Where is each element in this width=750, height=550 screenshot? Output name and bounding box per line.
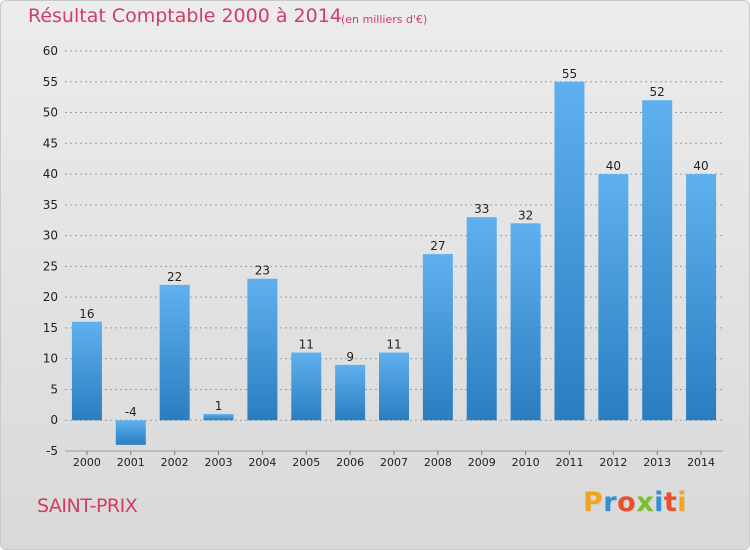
bar — [247, 278, 278, 421]
data-label: 40 — [693, 159, 708, 173]
y-tick-label: 40 — [43, 167, 58, 181]
bar — [71, 321, 102, 421]
data-label: 1 — [215, 399, 223, 413]
bar — [115, 420, 146, 445]
x-tick-label: 2008 — [424, 456, 452, 469]
data-label: 52 — [650, 85, 665, 99]
y-tick-label: 45 — [43, 136, 58, 150]
logo-letter: r — [603, 487, 618, 518]
data-label: 23 — [255, 264, 270, 278]
logo-letter: t — [663, 487, 678, 518]
data-label: 32 — [518, 208, 533, 222]
data-label: 27 — [430, 239, 445, 253]
x-tick-label: 2006 — [336, 456, 364, 469]
bar — [510, 223, 541, 421]
y-tick-label: 25 — [43, 259, 58, 273]
y-tick-label: 15 — [43, 321, 58, 335]
x-tick-label: 2000 — [73, 456, 101, 469]
bar — [686, 174, 717, 421]
y-tick-label: 20 — [43, 290, 58, 304]
proxiti-logo: Proxiti — [583, 487, 687, 518]
commune-name: SAINT-PRIX — [37, 495, 138, 517]
x-tick-label: 2014 — [687, 456, 715, 469]
x-tick-label: 2007 — [380, 456, 408, 469]
x-tick-label: 2010 — [512, 456, 540, 469]
x-tick-label: 2013 — [643, 456, 671, 469]
chart-title: Résultat Comptable 2000 à 2014 — [28, 5, 342, 27]
chart-unit-label: (en milliers d'€) — [341, 13, 428, 26]
y-tick-label: 10 — [43, 352, 58, 366]
data-label: -4 — [125, 405, 137, 419]
bar — [159, 284, 190, 421]
data-label: 16 — [79, 307, 94, 321]
x-tick-label: 2009 — [468, 456, 496, 469]
y-tick-label: 0 — [50, 413, 58, 427]
bar — [422, 254, 453, 421]
x-tick-label: 2002 — [161, 456, 189, 469]
data-label: 11 — [299, 338, 314, 352]
y-tick-label: 35 — [43, 198, 58, 212]
logo-letter: o — [617, 487, 637, 518]
data-label: 33 — [474, 202, 489, 216]
x-tick-label: 2005 — [292, 456, 320, 469]
data-label: 9 — [346, 350, 354, 364]
x-tick-label: 2001 — [117, 456, 145, 469]
y-tick-label: 50 — [43, 106, 58, 120]
logo-letter: i — [677, 487, 688, 518]
logo-letter: x — [636, 487, 655, 518]
bar — [642, 100, 673, 421]
y-tick-label: 5 — [50, 382, 58, 396]
y-tick-label: 60 — [43, 44, 58, 58]
data-label: 55 — [562, 67, 577, 81]
data-label: 22 — [167, 270, 182, 284]
y-tick-label: -5 — [46, 444, 58, 458]
y-tick-label: 55 — [43, 75, 58, 89]
bar — [598, 174, 629, 421]
bar — [379, 352, 409, 421]
bar — [291, 352, 322, 421]
x-tick-label: 2012 — [599, 456, 627, 469]
logo-letter: P — [583, 487, 604, 518]
data-label: 11 — [386, 338, 401, 352]
x-tick-label: 2004 — [248, 456, 276, 469]
x-tick-label: 2003 — [205, 456, 233, 469]
bar — [203, 414, 234, 421]
data-label: 40 — [606, 159, 621, 173]
y-tick-label: 30 — [43, 229, 58, 243]
bar — [554, 81, 585, 421]
bar — [335, 364, 366, 421]
x-tick-label: 2011 — [555, 456, 583, 469]
logo-letter: i — [654, 487, 664, 518]
bar — [466, 217, 497, 421]
